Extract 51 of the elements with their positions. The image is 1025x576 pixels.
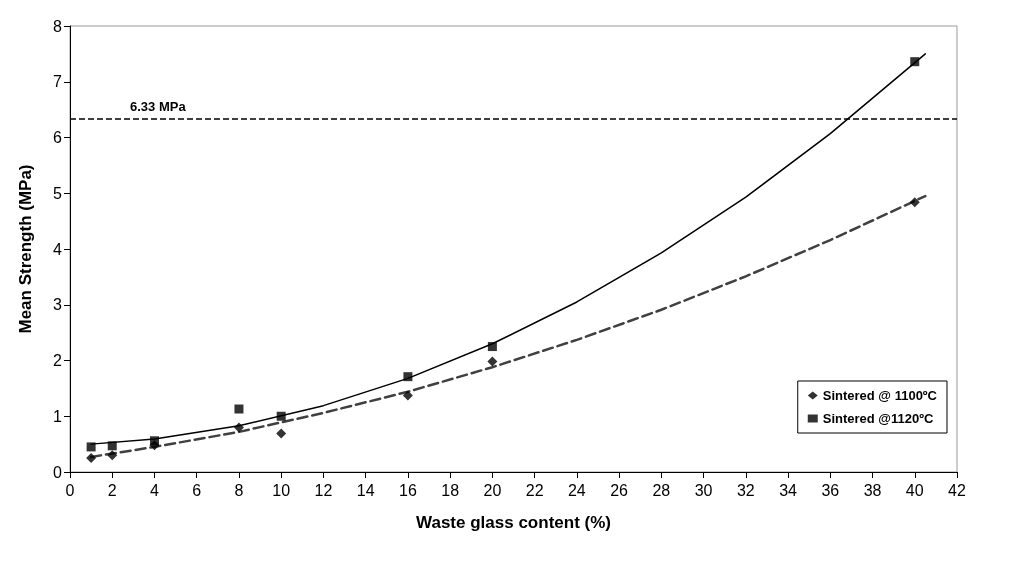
x-tick-label: 12: [314, 481, 333, 499]
point: [276, 411, 286, 421]
x-tick-label: 38: [863, 481, 882, 499]
x-tick-label: 2: [107, 481, 117, 499]
x-tick-label: 0: [65, 481, 75, 499]
point: [487, 356, 498, 367]
x-tick-label: 8: [234, 481, 244, 499]
x-tick-label: 42: [948, 481, 966, 499]
x-tick-label: 32: [736, 481, 755, 499]
x-tick-label: 24: [567, 481, 586, 499]
point: [403, 372, 413, 382]
point: [910, 57, 920, 67]
point: [149, 440, 160, 451]
y-tick-label: 0: [53, 463, 63, 481]
ref-line-label: 6.33 MPa: [130, 99, 187, 115]
legend-label: Sintered @1120ºC: [822, 411, 934, 426]
x-tick-label: 6: [192, 481, 202, 499]
point: [107, 441, 117, 451]
point: [107, 450, 118, 461]
x-tick-label: 30: [694, 481, 713, 499]
point: [402, 390, 413, 401]
x-tick-label: 28: [652, 481, 671, 499]
x-tick-label: 4: [150, 481, 160, 499]
y-axis-title: Mean Strength (MPa): [16, 164, 35, 334]
point: [233, 422, 244, 433]
x-tick-label: 26: [610, 481, 629, 499]
x-tick-label: 14: [356, 481, 375, 499]
x-tick-label: 40: [905, 481, 924, 499]
y-tick-label: 1: [53, 407, 63, 425]
y-tick-label: 8: [53, 17, 63, 35]
x-tick-label: 10: [272, 481, 291, 499]
point: [86, 442, 96, 452]
point: [487, 342, 497, 352]
y-tick-label: 2: [53, 352, 63, 369]
y-tick-label: 7: [53, 73, 63, 91]
x-tick-label: 18: [441, 481, 460, 499]
point: [276, 428, 287, 439]
x-axis-title: Waste glass content (%): [416, 513, 611, 532]
point: [234, 404, 244, 414]
y-tick-label: 3: [53, 296, 63, 314]
point: [909, 197, 920, 208]
y-tick-label: 5: [53, 184, 63, 202]
x-tick-label: 22: [525, 481, 544, 499]
point: [86, 453, 97, 464]
y-tick-label: 4: [53, 240, 63, 258]
legend-label: Sintered @ 1100ºC: [822, 388, 938, 403]
y-tick-label: 6: [53, 129, 63, 146]
x-tick-label: 16: [399, 481, 417, 499]
x-tick-label: 20: [483, 481, 502, 499]
x-tick-label: 36: [821, 481, 840, 499]
x-tick-label: 34: [779, 481, 798, 499]
